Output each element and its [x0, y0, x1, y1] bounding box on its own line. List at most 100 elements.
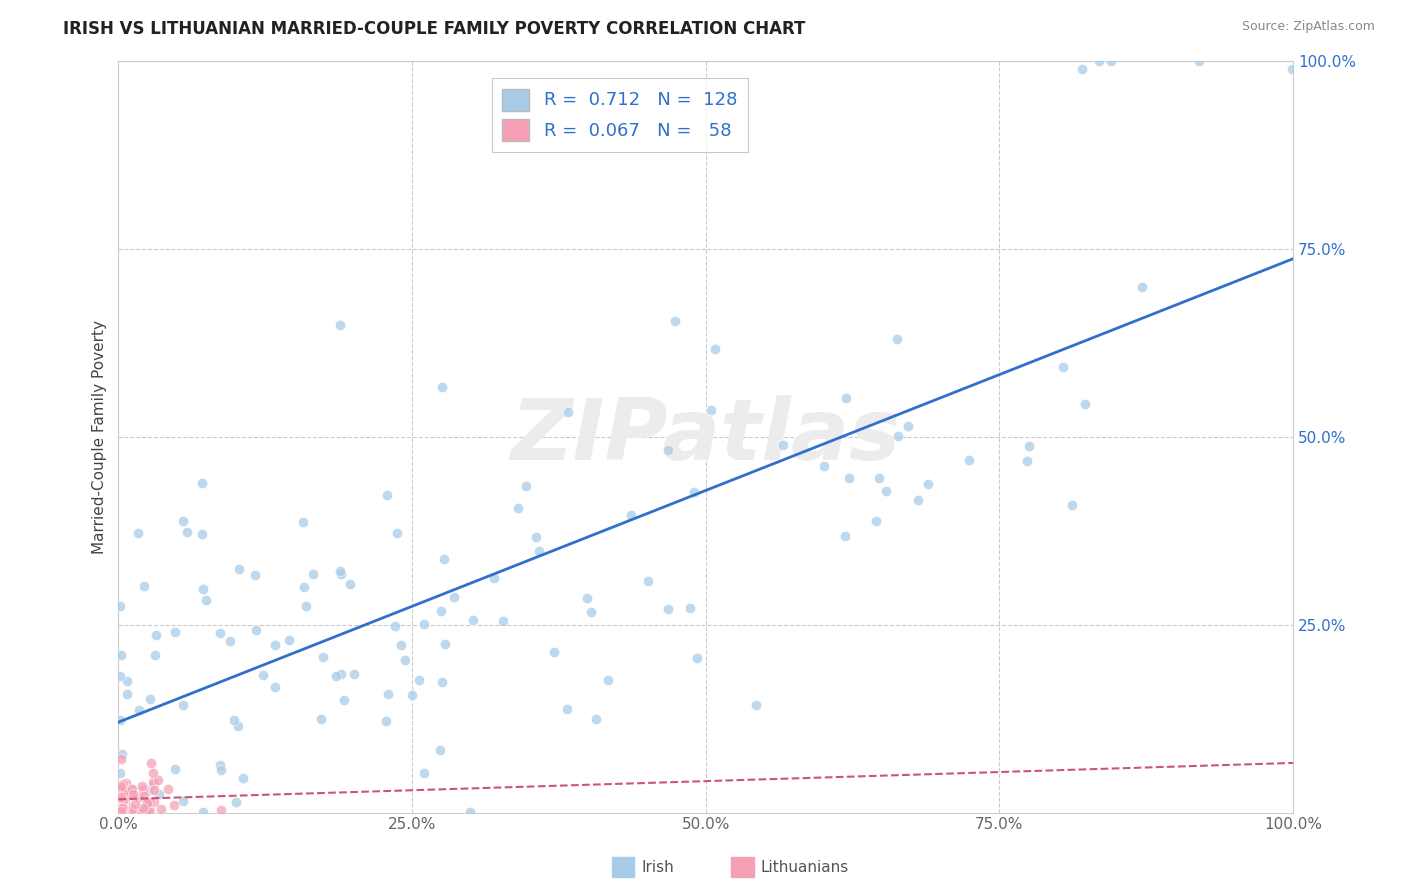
Point — [430, 675, 453, 690]
Point — [149, 802, 172, 816]
Point — [458, 805, 481, 819]
Point — [311, 650, 333, 665]
Point — [117, 801, 139, 815]
Point — [110, 802, 132, 816]
Point — [131, 779, 153, 793]
Point — [620, 508, 643, 522]
Point — [1281, 62, 1303, 76]
Point — [110, 780, 132, 795]
Point — [114, 797, 136, 811]
Point — [243, 567, 266, 582]
Point — [222, 714, 245, 728]
Point — [145, 648, 167, 663]
Point — [121, 804, 143, 818]
Point — [191, 582, 214, 596]
Point — [110, 648, 132, 662]
Point — [699, 403, 721, 417]
Point — [1130, 279, 1153, 293]
Point — [329, 564, 352, 578]
Point — [834, 529, 856, 543]
Point — [1073, 397, 1095, 411]
Point — [117, 673, 139, 688]
Point — [834, 392, 856, 406]
Point — [114, 790, 136, 805]
Point — [128, 703, 150, 717]
Point — [148, 787, 170, 801]
Point — [110, 790, 132, 805]
Point — [121, 781, 143, 796]
Point — [252, 668, 274, 682]
Point — [1060, 498, 1083, 512]
Point — [430, 380, 453, 394]
Y-axis label: Married-Couple Family Poverty: Married-Couple Family Poverty — [93, 320, 107, 554]
Point — [309, 712, 332, 726]
Point — [585, 712, 607, 726]
Point — [232, 771, 254, 785]
Point — [264, 638, 287, 652]
Point — [683, 484, 706, 499]
Point — [111, 799, 134, 814]
Point — [108, 766, 131, 780]
Point — [557, 405, 579, 419]
Legend: R =  0.712   N =  128, R =  0.067   N =   58: R = 0.712 N = 128, R = 0.067 N = 58 — [492, 78, 748, 152]
Point — [138, 804, 160, 818]
Point — [401, 688, 423, 702]
Point — [302, 566, 325, 581]
Point — [384, 618, 406, 632]
Point — [375, 488, 398, 502]
Point — [139, 691, 162, 706]
Point — [330, 666, 353, 681]
Point — [704, 342, 727, 356]
Point — [112, 787, 135, 801]
Point — [329, 318, 352, 333]
Point — [110, 804, 132, 818]
Point — [111, 793, 134, 807]
Point — [110, 779, 132, 793]
Point — [110, 802, 132, 816]
Point — [120, 782, 142, 797]
Point — [209, 803, 232, 817]
Point — [434, 636, 457, 650]
Point — [176, 524, 198, 539]
Point — [543, 645, 565, 659]
Point — [1088, 54, 1111, 69]
Point — [524, 530, 547, 544]
Point — [294, 599, 316, 613]
Point — [527, 544, 550, 558]
Point — [897, 419, 920, 434]
Point — [129, 804, 152, 818]
Point — [108, 599, 131, 613]
Point — [110, 803, 132, 817]
Point — [111, 800, 134, 814]
Point — [515, 479, 537, 493]
Text: Irish: Irish — [641, 860, 673, 874]
Point — [117, 801, 139, 815]
Point — [120, 789, 142, 803]
Point — [325, 669, 347, 683]
Point — [191, 805, 214, 819]
Point — [121, 802, 143, 816]
Point — [228, 562, 250, 576]
Point — [218, 633, 240, 648]
Point — [264, 680, 287, 694]
Point — [959, 453, 981, 467]
Point — [110, 790, 132, 805]
Point — [115, 687, 138, 701]
Point — [165, 624, 187, 639]
Point — [342, 666, 364, 681]
Point — [134, 804, 156, 818]
Point — [191, 475, 214, 490]
Point — [195, 593, 218, 607]
Point — [110, 801, 132, 815]
Point — [141, 756, 163, 770]
Point — [108, 713, 131, 727]
Point — [132, 789, 155, 804]
Point — [143, 783, 166, 797]
Point — [136, 803, 159, 817]
Point — [111, 803, 134, 817]
Point — [110, 798, 132, 813]
Point — [111, 777, 134, 791]
Point — [172, 698, 194, 713]
Point — [412, 616, 434, 631]
Point — [1188, 54, 1211, 69]
